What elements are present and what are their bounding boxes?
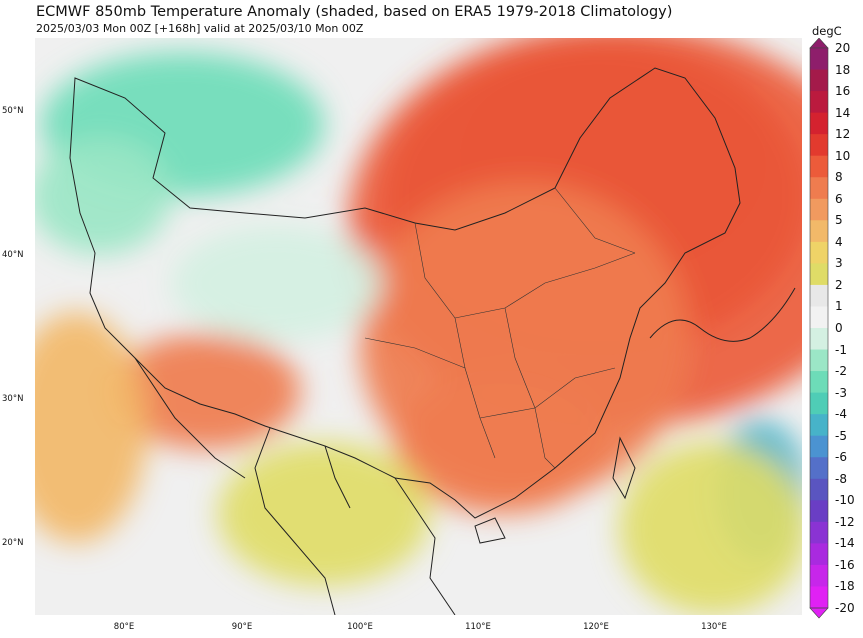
colorbar-tick-label: 20 [835, 41, 851, 55]
colorbar-frame [809, 47, 829, 609]
colorbar-tick-label: -12 [835, 514, 855, 529]
province-line [534, 407, 556, 469]
colorbar-tick-label: 14 [835, 105, 851, 120]
colorbar-tick-label: -16 [835, 557, 855, 572]
colorbar-segment [810, 177, 828, 200]
colorbar-segment [810, 500, 828, 523]
colorbar-tick-label: -14 [835, 536, 855, 551]
colorbar-tick-label: 8 [835, 170, 843, 185]
province-line [454, 252, 636, 319]
colorbar-tick-label: -1 [835, 342, 847, 357]
lon-label-80e: 80°E [113, 622, 135, 632]
province-borders [364, 187, 636, 469]
colorbar-segment [810, 112, 828, 135]
colorbar-segment [810, 392, 828, 415]
province-line [364, 337, 466, 369]
lon-label-130e: 130°E [701, 622, 727, 632]
lat-label-20n: 20°N [2, 538, 24, 548]
colorbar-tick-label: 1 [835, 299, 843, 314]
anomaly-blob [394, 369, 608, 515]
colorbar-min-extend [809, 607, 829, 619]
colorbar-segment [810, 435, 828, 458]
lon-label-110e: 110°E [465, 622, 491, 632]
colorbar-segment [810, 220, 828, 243]
colorbar-segment [810, 155, 828, 178]
colorbar-segment [810, 543, 828, 566]
colorbar-segment [810, 284, 828, 307]
colorbar-segment [810, 134, 828, 157]
colorbar-segment [810, 371, 828, 394]
china-border [69, 67, 741, 519]
national-borders [69, 67, 796, 615]
colorbar-segment [810, 564, 828, 587]
colorbar-tick-label: 6 [835, 191, 843, 206]
province-line [479, 367, 616, 419]
colorbar-segment [810, 521, 828, 544]
colorbar-tick-label: -2 [835, 364, 847, 379]
colorbar-segment [810, 414, 828, 437]
colorbar-tick-label: -8 [835, 471, 847, 486]
colorbar-segment [810, 457, 828, 480]
anomaly-blob [35, 312, 148, 543]
colorbar-segment [810, 198, 828, 221]
anomaly-blob [35, 138, 171, 255]
hainan-coast [474, 517, 506, 544]
colorbar-tick-label: -6 [835, 450, 847, 465]
anomaly-blob [111, 333, 301, 450]
lat-label-40n: 40°N [2, 250, 24, 260]
colorbar-segment [810, 241, 828, 264]
map-title: ECMWF 850mb Temperature Anomaly (shaded,… [36, 4, 673, 20]
colorbar-segment [810, 69, 828, 92]
colorbar-tick-label: -4 [835, 407, 847, 422]
colorbar-tick-label: 12 [835, 127, 851, 142]
colorbar-tick-label: 10 [835, 148, 851, 163]
colorbar-segment [810, 306, 828, 329]
lat-label-50n: 50°N [2, 106, 24, 116]
colorbar-tick-label: 4 [835, 234, 843, 249]
colorbar-tick-label: 2 [835, 277, 843, 292]
colorbar-tick-label: 3 [835, 256, 843, 271]
lon-label-100e: 100°E [347, 622, 373, 632]
colorbar-tick-label: -3 [835, 385, 847, 400]
colorbar [809, 38, 829, 619]
colorbar-segment [810, 349, 828, 372]
korea-japan-coast [649, 287, 796, 342]
colorbar-tick-label: 18 [835, 62, 851, 77]
colorbar-segment [810, 91, 828, 114]
colorbar-tick-label: -20 [835, 601, 855, 615]
laos-border [394, 477, 456, 615]
anomaly-blob [619, 441, 802, 615]
colorbar-tick-label: -10 [835, 493, 855, 508]
colorbar-max-extend [809, 38, 829, 49]
province-line [504, 307, 536, 409]
colorbar-tick-label: -18 [835, 579, 855, 594]
temperature-anomaly-map [35, 38, 802, 615]
colorbar-tick-label: -5 [835, 428, 847, 443]
map-canvas [35, 38, 802, 615]
anomaly-blob [170, 225, 384, 341]
nepal-border [134, 357, 246, 479]
province-line [414, 222, 496, 459]
colorbar-tick-label: 5 [835, 213, 843, 228]
colorbar-tick-label: 16 [835, 84, 851, 99]
province-line [554, 187, 636, 254]
colorbar-segment [810, 478, 828, 501]
colorbar-unit: degC [812, 24, 842, 38]
colorbar-segment [810, 263, 828, 286]
myanmar-border [254, 427, 336, 615]
lon-label-90e: 90°E [231, 622, 253, 632]
map-subtitle: 2025/03/03 Mon 00Z [+168h] valid at 2025… [36, 22, 364, 35]
indochina-border [324, 445, 351, 509]
colorbar-segment [810, 328, 828, 350]
colorbar-segment [810, 586, 828, 609]
taiwan-coast [612, 436, 636, 500]
colorbar-segment [810, 48, 828, 70]
anomaly-shading [35, 38, 802, 615]
anomaly-blob [217, 441, 431, 587]
lat-label-30n: 30°N [2, 394, 24, 404]
colorbar-tick-label: 0 [835, 321, 843, 335]
lon-label-120e: 120°E [583, 622, 609, 632]
